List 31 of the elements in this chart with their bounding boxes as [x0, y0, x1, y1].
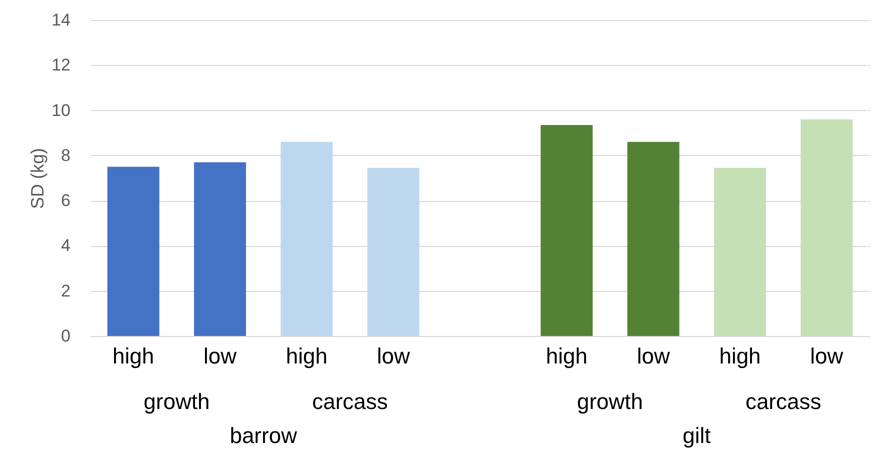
text: growth — [576, 389, 644, 414]
y-tick-label: 4 — [61, 236, 70, 256]
bar — [194, 162, 246, 336]
y-axis-title: SD (kg) — [28, 148, 48, 210]
y-tick-label: 12 — [52, 56, 70, 75]
x-tick-label: low — [810, 344, 844, 368]
y-tick-label: 14 — [52, 10, 70, 30]
bar — [540, 124, 593, 336]
x-tick-label: low — [636, 344, 670, 368]
x-tick-label: high — [112, 344, 154, 368]
text: carcass — [745, 389, 822, 414]
x-tick-label: high — [286, 344, 328, 368]
y-tick-label: 8 — [61, 146, 70, 165]
y-tick-label: 0 — [61, 326, 70, 346]
text: gilt — [682, 423, 711, 448]
x-tick-label: high — [719, 344, 761, 368]
x-tick-label: high — [546, 344, 588, 368]
y-tick-label: 6 — [61, 191, 70, 210]
bar — [714, 168, 766, 336]
text: carcass — [312, 389, 388, 414]
bar — [367, 168, 420, 336]
bar — [107, 166, 160, 336]
bar — [800, 119, 853, 336]
y-tick-label: 2 — [61, 281, 70, 300]
x-tick-label: low — [203, 344, 237, 368]
bar — [627, 142, 680, 336]
bar — [280, 142, 333, 336]
text: barrow — [230, 423, 298, 448]
x-tick-label: low — [376, 344, 410, 368]
y-tick-label: 10 — [52, 100, 70, 120]
text: growth — [144, 389, 210, 414]
